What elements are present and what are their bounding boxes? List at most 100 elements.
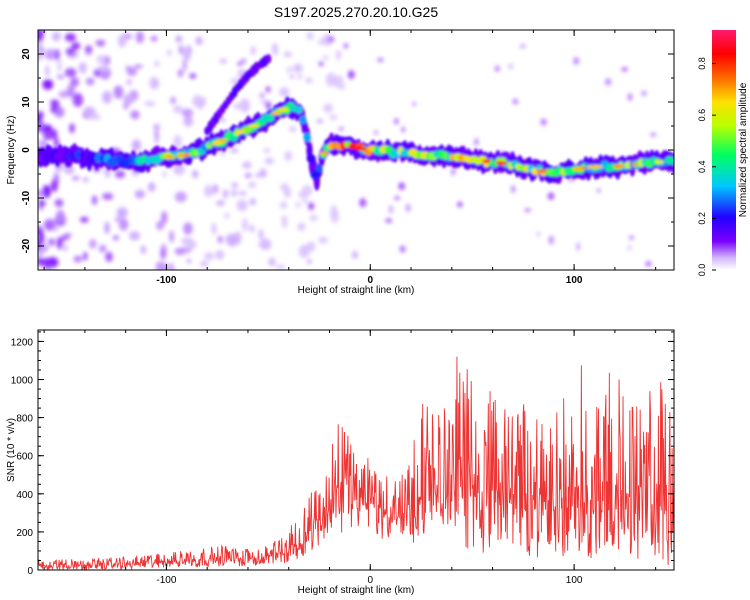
y-tick-label: 20 [21, 48, 32, 60]
noise-blob [45, 65, 50, 77]
noise-blob [271, 43, 278, 56]
colorbar: 0.0 0.2 0.4 0.6 0.8 Normalized spectral ampl… [697, 30, 749, 276]
ridge-peak [498, 161, 508, 165]
noise-blob [181, 108, 194, 118]
noise-blob [198, 104, 203, 110]
noise-blob [283, 51, 292, 58]
noise-blob [84, 45, 93, 54]
noise-blob [153, 123, 161, 131]
noise-blob [54, 106, 65, 118]
noise-blob [154, 130, 160, 144]
y-tick-label: 1000 [11, 376, 34, 387]
noise-blob [38, 231, 45, 244]
noise-blob [524, 208, 531, 212]
noise-blob [104, 221, 110, 235]
ridge-spot [299, 115, 307, 124]
noise-blob [297, 222, 306, 232]
colorbar-tick-label: 0.0 [697, 264, 707, 277]
noise-blob [401, 126, 405, 133]
ridge-peak [236, 130, 244, 134]
colorbar-gradient [712, 30, 736, 270]
noise-blob [83, 251, 88, 261]
noise-blob [259, 92, 265, 98]
noise-blob [628, 235, 635, 240]
noise-blob [85, 77, 95, 86]
noise-blob [187, 239, 197, 250]
noise-blob [51, 31, 61, 42]
noise-blob [167, 49, 172, 56]
noise-blob [38, 190, 44, 197]
ridge-peak [212, 140, 223, 145]
noise-blob [173, 163, 186, 175]
noise-blob [42, 79, 54, 90]
noise-blob [596, 189, 601, 193]
x-tick-label: -100 [156, 575, 176, 586]
noise-blob [292, 63, 303, 73]
noise-blob [169, 230, 174, 243]
noise-blob [283, 187, 291, 198]
noise-blob [230, 189, 238, 197]
noise-blob [296, 201, 301, 209]
noise-blob [405, 203, 411, 213]
noise-blob [72, 93, 84, 107]
noise-blob [168, 262, 175, 270]
noise-blob [309, 214, 318, 222]
noise-blob [329, 114, 338, 120]
noise-blob [217, 235, 224, 244]
noise-blob [170, 96, 176, 105]
noise-blob [54, 137, 59, 149]
noise-blob [161, 211, 168, 225]
noise-blob [233, 103, 242, 110]
noise-blob [275, 264, 286, 270]
figure-title: S197.2025.270.20.10.G25 [274, 4, 438, 20]
noise-blob [327, 36, 335, 42]
ridge-spot [295, 106, 303, 114]
noise-blob [53, 173, 60, 182]
snr-y-label: SNR (10 * v/v) [6, 418, 17, 482]
noise-blob [97, 65, 109, 72]
ridge-peak [654, 160, 665, 164]
noise-blob [289, 74, 295, 79]
noise-blob [347, 70, 355, 80]
snr-series-line [38, 356, 674, 570]
ridge-peak [270, 111, 282, 116]
noise-blob [38, 47, 42, 53]
noise-blob [57, 59, 62, 73]
noise-blob [73, 255, 83, 263]
noise-blob [115, 217, 120, 222]
noise-blob [249, 198, 257, 206]
noise-blob [63, 232, 72, 238]
noise-blob [135, 31, 144, 44]
noise-blob [85, 51, 92, 56]
noise-blob [64, 33, 76, 42]
noise-blob [512, 98, 518, 105]
noise-blob [324, 34, 329, 47]
noise-blob [388, 205, 393, 214]
noise-blob [377, 58, 384, 62]
spectrogram-y-label: Frequency (Hz) [6, 116, 17, 185]
noise-blob [153, 81, 160, 87]
noise-blob [61, 234, 66, 242]
ridge-spot [670, 158, 674, 166]
noise-blob [297, 73, 302, 81]
noise-blob [189, 73, 197, 79]
noise-blob [457, 201, 463, 208]
noise-blob [116, 207, 128, 218]
noise-blob [126, 79, 132, 85]
noise-blob [102, 90, 112, 104]
noise-blob [183, 222, 193, 235]
ridge-peak [277, 107, 289, 112]
noise-blob [385, 218, 393, 223]
noise-blob [112, 235, 119, 241]
noise-blob [177, 69, 184, 78]
noise-blob [43, 219, 56, 231]
noise-blob [242, 161, 252, 169]
noise-blob [308, 202, 315, 211]
y-tick-label: 800 [16, 414, 33, 425]
noise-blob [38, 119, 45, 132]
noise-blob [394, 118, 399, 125]
noise-blob [156, 220, 165, 231]
noise-blob [174, 247, 186, 255]
